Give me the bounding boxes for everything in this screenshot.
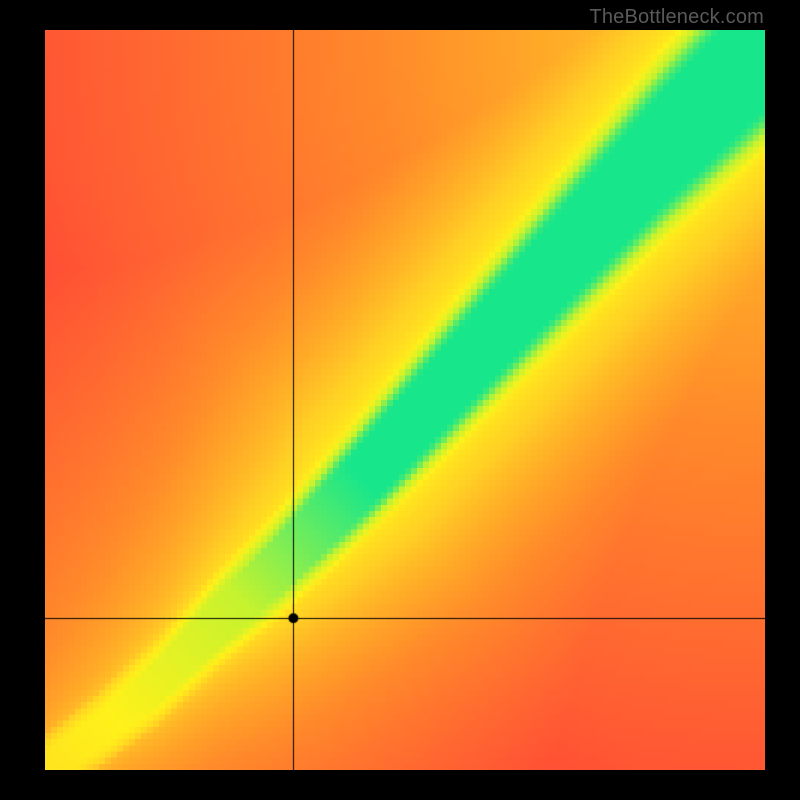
watermark-text: TheBottleneck.com	[589, 6, 764, 29]
crosshair-overlay	[45, 30, 765, 770]
chart-container: TheBottleneck.com	[0, 0, 800, 800]
